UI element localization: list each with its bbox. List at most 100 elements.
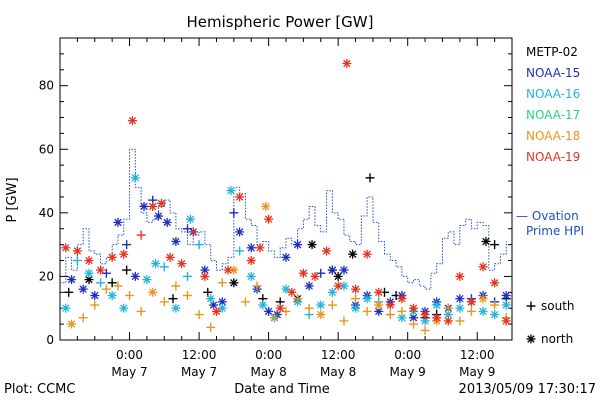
point-noaa-16 [226,186,236,196]
point-noaa-18 [408,319,418,329]
point-noaa-15 [113,217,123,227]
point-metp-02 [229,278,239,288]
point-noaa-19 [127,116,137,126]
point-noaa-18 [217,278,227,288]
point-metp-02 [481,236,491,246]
x-tick-time: 0:00 [255,348,282,362]
point-noaa-19 [333,281,343,291]
point-metp-02 [64,287,74,297]
point-noaa-16 [194,240,204,250]
point-noaa-16 [217,303,227,313]
point-noaa-18 [397,306,407,316]
point-noaa-16 [84,268,94,278]
x-tick-date: May 8 [250,365,286,379]
point-noaa-15 [281,252,291,262]
point-noaa-18 [171,281,181,291]
x-tick-date: May 7 [111,365,147,379]
point-noaa-19 [374,287,384,297]
point-noaa-18 [374,300,384,310]
legend-entry-noaa-18: NOAA-18 [526,129,580,143]
point-noaa-18 [339,316,349,326]
point-noaa-19 [165,252,175,262]
legend-entry-metp-02: METP-02 [526,45,578,59]
y-tick-label: 40 [39,206,54,220]
point-noaa-15 [327,265,337,275]
x-tick-date: May 7 [181,365,217,379]
point-noaa-19 [84,256,94,266]
footer-right: 2013/05/09 17:30:17 [459,382,596,397]
point-noaa-19 [119,249,129,259]
point-noaa-19 [148,201,158,211]
point-noaa-18 [490,300,500,310]
point-noaa-15 [122,240,132,250]
point-noaa-15 [264,306,274,316]
point-noaa-15 [171,236,181,246]
point-noaa-19 [342,58,352,68]
y-tick-label: 20 [39,269,54,283]
point-noaa-18 [269,313,279,323]
point-noaa-16 [130,173,140,183]
x-tick-time: 0:00 [116,348,143,362]
x-tick-date: May 9 [390,365,426,379]
legend-ovation-line2: Prime HPI [526,224,584,238]
point-noaa-19 [362,249,372,259]
point-noaa-18 [125,290,135,300]
point-noaa-15 [304,281,314,291]
point-noaa-16 [478,306,488,316]
point-noaa-18 [90,300,100,310]
point-noaa-15 [217,297,227,307]
point-noaa-19 [246,256,256,266]
scatter-points [61,58,511,335]
point-noaa-16 [61,303,71,313]
point-noaa-15 [246,243,256,253]
point-noaa-19 [61,243,71,253]
legend-entry-noaa-15: NOAA-15 [526,66,580,80]
point-noaa-18 [455,316,465,326]
point-noaa-18 [351,294,361,304]
point-metp-02 [490,240,500,250]
point-noaa-19 [490,278,500,288]
point-noaa-15 [162,217,172,227]
point-noaa-19 [156,198,166,208]
point-noaa-16 [432,300,442,310]
y-axis-label: P [GW] [5,177,20,222]
point-noaa-19 [96,265,106,275]
point-noaa-15 [455,294,465,304]
point-noaa-18 [327,300,337,310]
point-noaa-15 [90,290,100,300]
point-noaa-18 [194,310,204,320]
point-noaa-19 [397,294,407,304]
point-metp-02 [122,265,132,275]
legend-label-north: north [541,332,573,346]
point-noaa-18 [159,297,169,307]
point-noaa-18 [362,306,372,316]
point-noaa-16 [490,310,500,320]
point-noaa-18 [136,306,146,316]
y-axis: 0 20 40 60 80 [39,37,512,347]
point-noaa-19 [408,303,418,313]
point-noaa-19 [200,271,210,281]
x-tick-date: May 9 [459,365,495,379]
point-noaa-16 [397,313,407,323]
point-noaa-15 [229,208,239,218]
point-noaa-19 [466,297,476,307]
point-noaa-16 [151,259,161,269]
point-noaa-16 [258,300,268,310]
point-noaa-16 [246,271,256,281]
y-tick-label: 60 [39,142,54,156]
point-noaa-18 [443,303,453,313]
point-noaa-18 [206,322,216,332]
point-noaa-16 [142,275,152,285]
ovation-hpi-step-line [60,148,507,290]
legend-label-south: south [541,299,575,313]
point-noaa-19 [420,310,430,320]
legend-marker-north [526,334,536,344]
point-noaa-19 [211,306,221,316]
x-tick-time: 12:00 [182,348,217,362]
point-noaa-19 [107,252,117,262]
point-noaa-18 [101,284,111,294]
point-noaa-15 [130,271,140,281]
point-noaa-19 [287,287,297,297]
point-noaa-18 [261,201,271,211]
y-tick-label: 0 [46,333,54,347]
